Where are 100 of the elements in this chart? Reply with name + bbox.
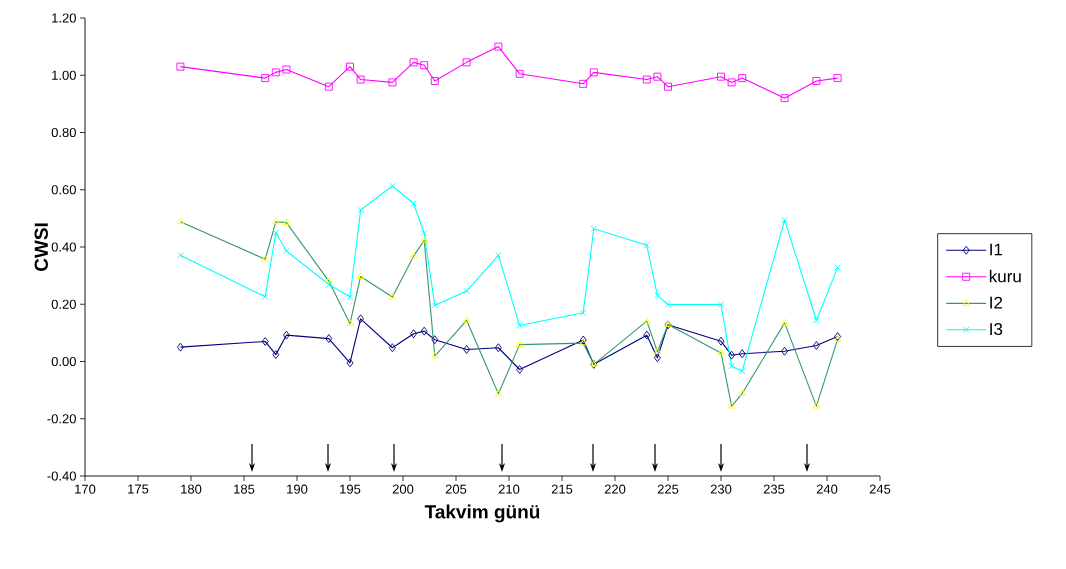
point [431,335,439,345]
x-tick-label: 230 [710,484,732,494]
point [430,77,439,85]
x-tick-label: 170 [75,484,96,494]
x-tick-label: 215 [551,484,573,494]
y-tick-label: 0.60 [51,185,76,195]
y-tick-label: -0.40 [47,471,76,481]
point [346,62,354,71]
point [177,252,184,259]
point [462,58,471,67]
point [516,322,523,329]
point [431,351,439,359]
point [717,72,725,81]
point [389,182,396,190]
point [643,241,651,249]
legend-label: I1 [990,243,1003,256]
point [272,229,280,236]
point [717,348,725,356]
point [728,362,735,370]
point [357,314,365,324]
point [515,69,524,78]
point [653,347,662,355]
point [494,389,503,397]
point [494,343,502,353]
point [738,349,746,359]
point [738,367,746,375]
point [579,79,588,88]
point [494,42,503,51]
x-tick-label: 175 [128,484,149,494]
x-tick-label: 200 [392,484,414,494]
point [738,74,747,83]
point [664,301,672,308]
point [643,330,651,340]
point [834,264,841,271]
point [261,74,270,83]
point [325,334,333,344]
x-tick-label: 235 [763,484,785,494]
point [654,292,661,299]
point [325,276,333,284]
x-tick-label: 240 [816,484,838,494]
y-tick-label: 1.00 [52,70,76,80]
point [272,217,280,225]
point [272,350,280,360]
x-tick-label: 210 [498,484,520,494]
point [388,292,397,300]
point [780,94,789,103]
point [495,252,502,259]
point [420,326,428,336]
point [410,329,418,339]
y-tick-label: 0.20 [51,299,76,309]
point [643,316,651,324]
point [282,330,290,340]
point [738,389,746,396]
point [590,225,598,232]
point [409,251,418,259]
point [420,61,429,70]
point [261,255,269,262]
point [812,401,821,409]
point [176,62,185,71]
point [176,342,184,352]
point [781,346,789,356]
y-tick-label: -0.20 [47,414,76,424]
point [356,272,365,279]
point [780,318,789,326]
point [357,206,364,214]
point [727,78,736,87]
point [176,217,185,225]
point [261,337,269,346]
point [653,353,661,363]
point [813,316,820,324]
legend-label: I2 [990,296,1003,309]
point [271,68,280,77]
point [431,302,439,309]
x-tick-label: 245 [869,484,891,494]
legend-label: I3 [990,323,1003,336]
y-tick-label: 0.40 [51,242,76,252]
point [812,77,821,85]
point [325,281,333,288]
y-tick-label: 0.80 [51,127,76,138]
x-tick-label: 225 [657,484,679,494]
point [410,200,417,207]
point [388,78,397,87]
point [727,401,736,409]
point [664,82,672,91]
point [781,216,788,224]
point [463,345,471,354]
point [463,287,470,295]
point [516,365,524,374]
y-tick-label: 0.00 [51,356,76,367]
point [589,68,598,77]
point [717,301,725,308]
point [356,75,365,84]
legend-label: kuru [989,269,1021,283]
x-axis-title: Takvim günü [424,504,540,523]
point [388,343,396,353]
point [346,319,354,327]
point [579,309,587,317]
x-tick-label: 205 [445,484,467,494]
point [283,247,290,255]
x-tick-label: 185 [234,484,255,494]
